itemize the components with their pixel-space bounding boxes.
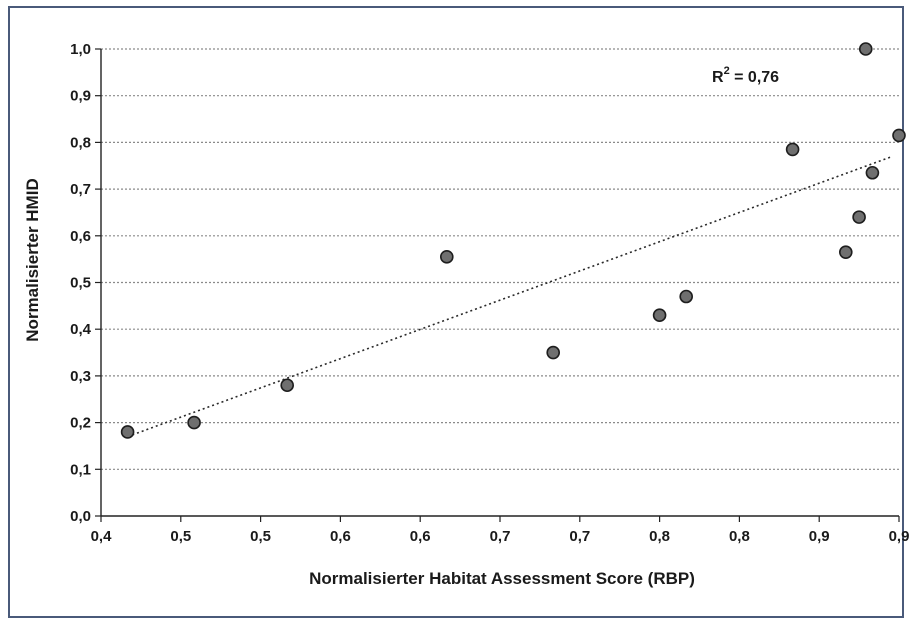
x-tick-label: 0,9 bbox=[889, 528, 910, 545]
x-tick-label: 0,7 bbox=[490, 528, 511, 545]
trendline-group bbox=[127, 155, 893, 438]
axes bbox=[95, 48, 900, 522]
gridlines bbox=[101, 48, 899, 470]
y-tick-label: 0,2 bbox=[70, 415, 91, 432]
x-tick-label: 0,7 bbox=[569, 528, 590, 545]
x-axis-title: Normalisierter Habitat Assessment Score … bbox=[309, 569, 695, 588]
x-tick-label: 0,8 bbox=[729, 528, 750, 545]
x-tick-label: 0,6 bbox=[330, 528, 351, 545]
x-tick-label: 0,4 bbox=[91, 528, 113, 545]
y-axis-title: Normalisierter HMID bbox=[23, 178, 42, 341]
data-point bbox=[865, 165, 880, 180]
y-tick-label: 0,4 bbox=[70, 321, 92, 338]
y-tick-label: 0,6 bbox=[70, 228, 91, 245]
y-tick-label: 0,0 bbox=[70, 508, 91, 525]
data-point bbox=[652, 308, 667, 322]
y-tick-label: 0,5 bbox=[70, 275, 91, 292]
y-tick-label: 0,8 bbox=[70, 134, 91, 151]
trendline bbox=[127, 155, 893, 438]
x-tick-label: 0,6 bbox=[410, 528, 431, 545]
x-tick-label: 0,8 bbox=[649, 528, 670, 545]
x-tick-label: 0,5 bbox=[170, 528, 191, 545]
data-point bbox=[785, 142, 800, 157]
data-point bbox=[858, 42, 873, 56]
data-point bbox=[852, 210, 866, 224]
y-tick-label: 0,7 bbox=[70, 181, 91, 198]
x-tick-label: 0,9 bbox=[809, 528, 830, 545]
r-squared-annotation: R2 = 0,76 bbox=[712, 65, 779, 86]
data-point bbox=[838, 245, 853, 259]
data-points bbox=[120, 42, 906, 439]
y-tick-label: 1,0 bbox=[70, 41, 91, 58]
data-point bbox=[120, 425, 135, 439]
data-point bbox=[280, 378, 295, 393]
data-point bbox=[679, 289, 694, 304]
data-point bbox=[439, 250, 454, 264]
y-tick-label: 0,1 bbox=[70, 461, 91, 478]
data-point bbox=[546, 345, 561, 360]
y-tick-labels: 0,0 0,1 0,2 0,3 0,4 0,5 0,6 0,7 0,8 0,9 1,0 bbox=[70, 41, 92, 525]
y-tick-label: 0,9 bbox=[70, 88, 91, 105]
y-tick-label: 0,3 bbox=[70, 368, 91, 385]
data-point bbox=[892, 128, 906, 143]
x-tick-label: 0,5 bbox=[250, 528, 271, 545]
x-tick-labels: 0,4 0,5 0,5 0,6 0,6 0,7 0,7 0,8 0,8 0,9 0,9 bbox=[91, 528, 910, 545]
data-point bbox=[187, 415, 201, 430]
